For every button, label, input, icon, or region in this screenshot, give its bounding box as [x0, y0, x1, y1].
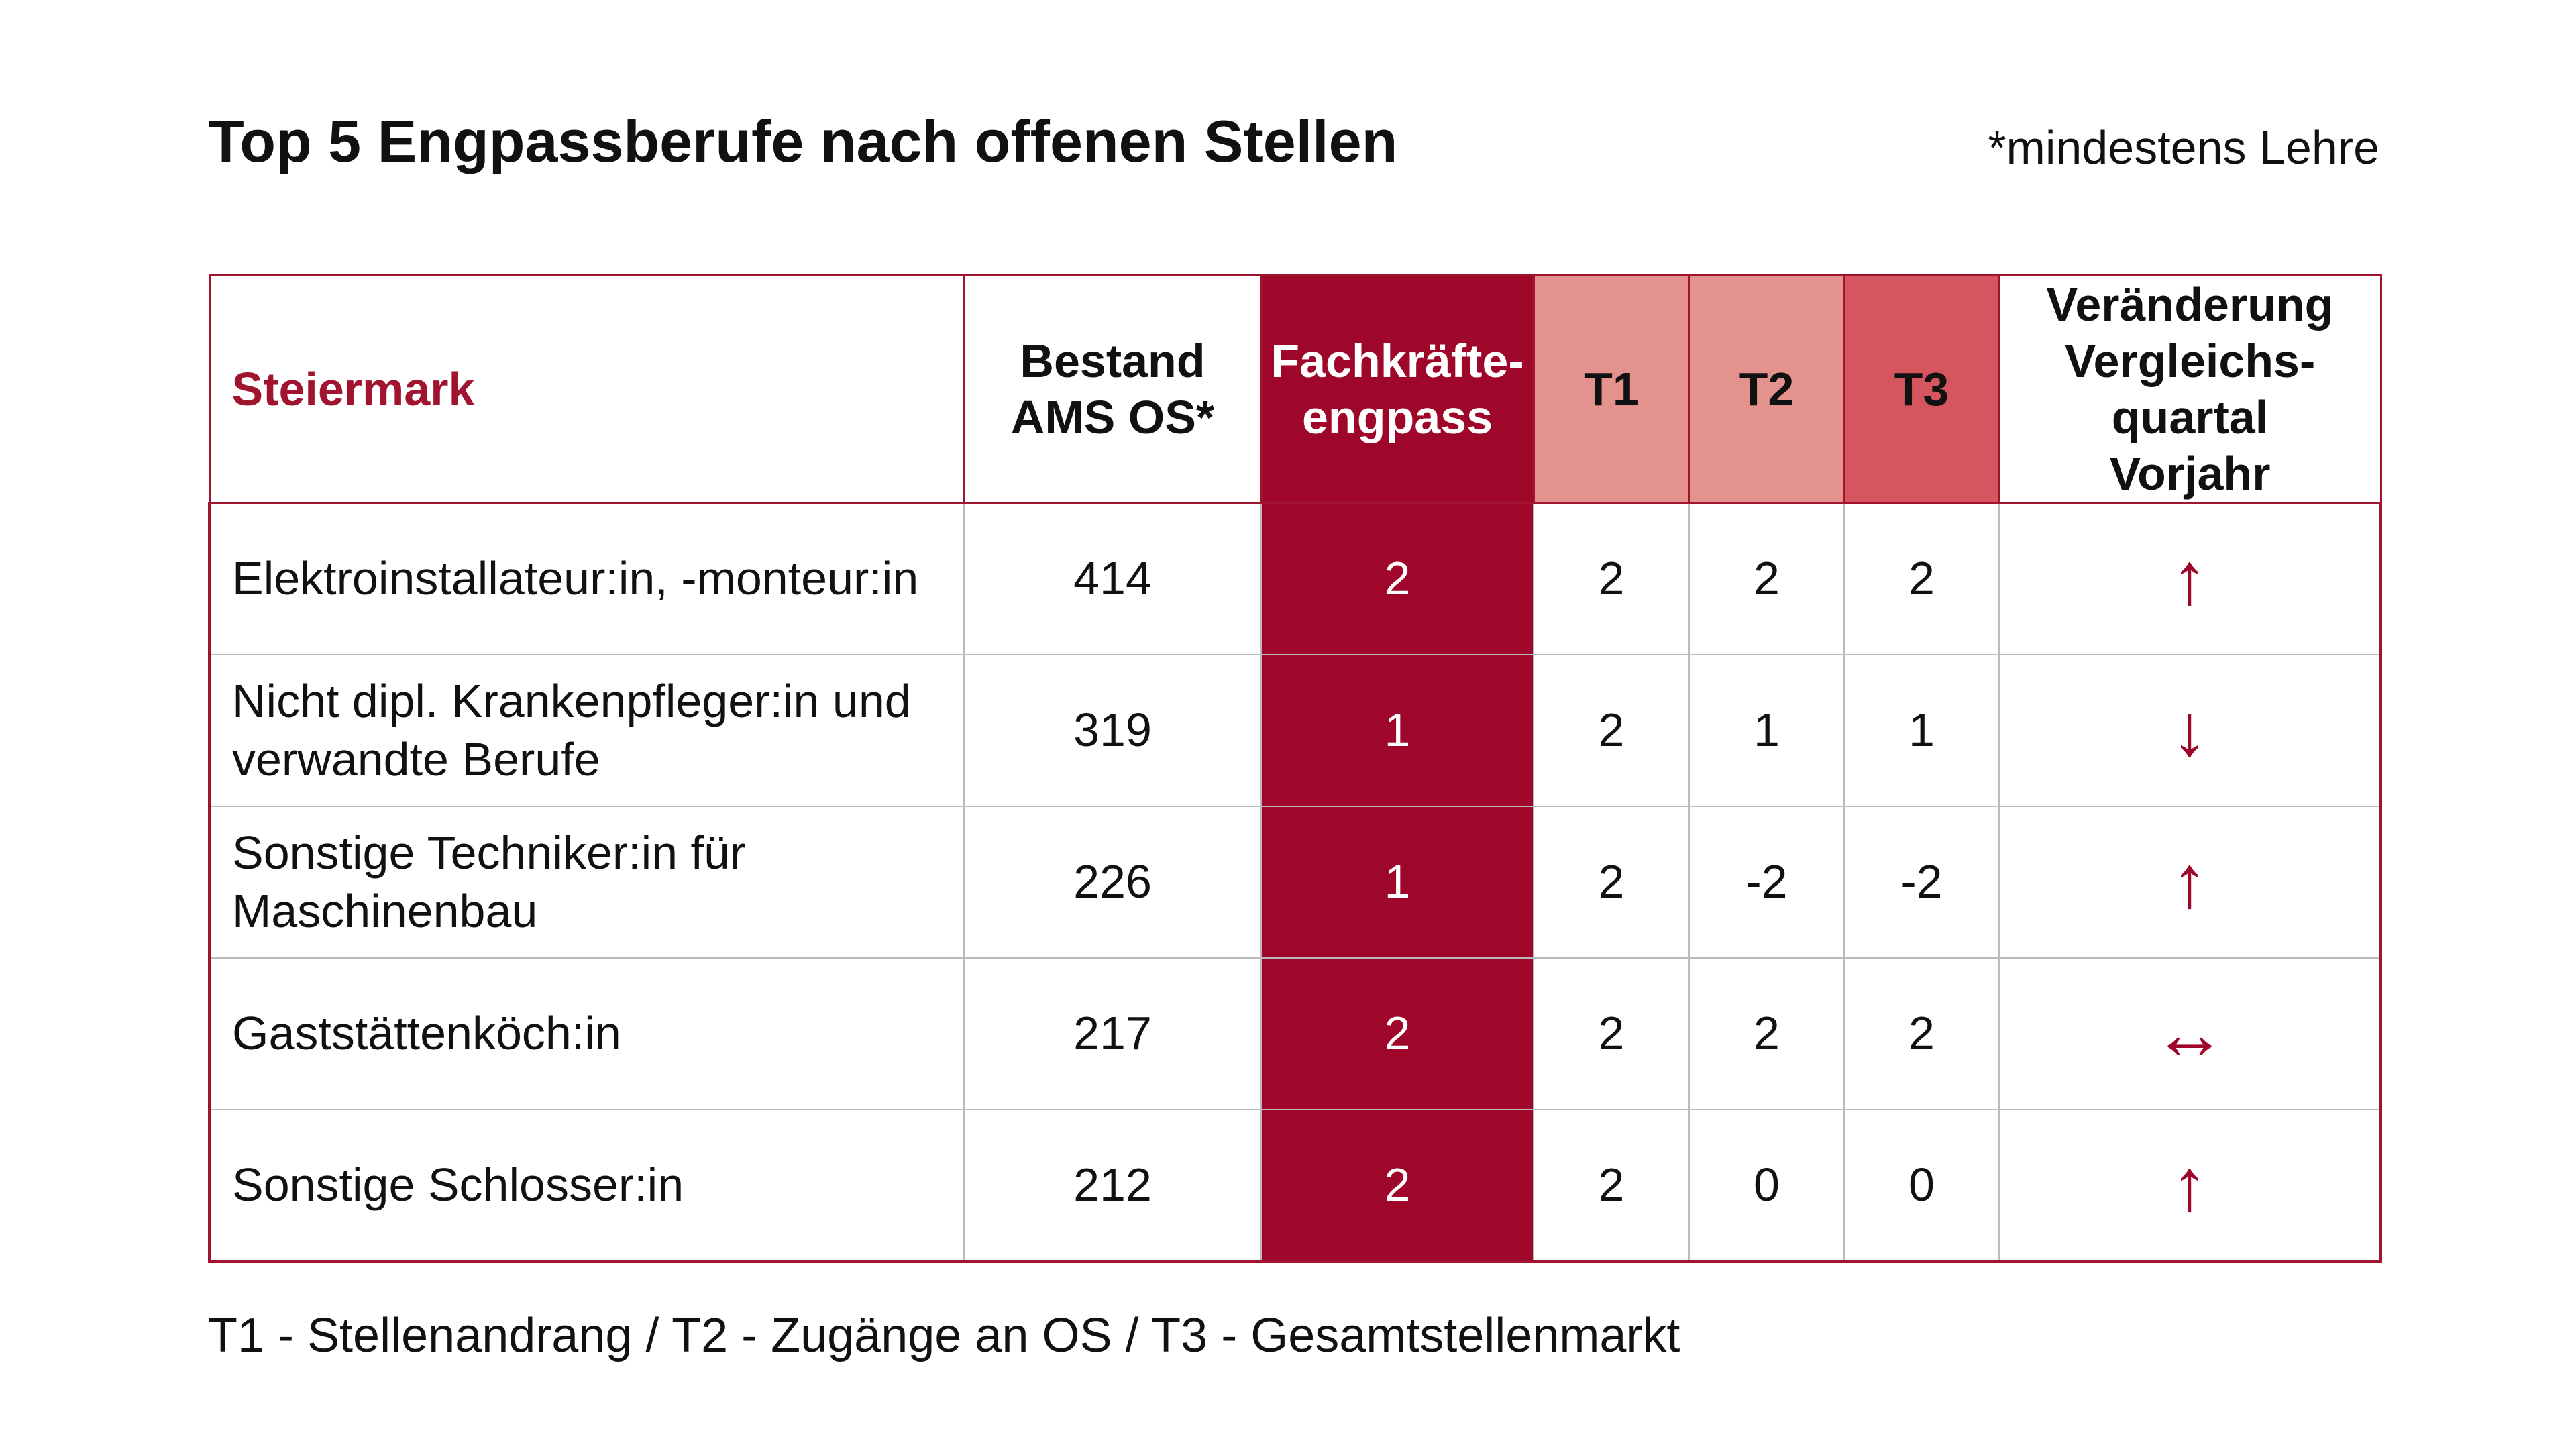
header-t1: T1: [1532, 274, 1690, 504]
t2-cell: 0: [1688, 1109, 1845, 1263]
bestand-cell: 212: [963, 1109, 1262, 1263]
t2-cell: 2: [1688, 502, 1845, 655]
fachkraefteengpass-cell: 1: [1260, 806, 1534, 959]
t2-cell: 2: [1688, 957, 1845, 1110]
occupation-cell: Sonstige Techniker:in für Maschinenbau: [208, 806, 965, 959]
t3-cell: 0: [1843, 1109, 2000, 1263]
t2-cell: -2: [1688, 806, 1845, 959]
fachkraefteengpass-cell: 1: [1260, 654, 1534, 807]
header-region: Steiermark: [208, 274, 965, 504]
occupation-cell: Sonstige Schlosser:in: [208, 1109, 965, 1263]
page-title: Top 5 Engpassberufe nach offenen Stellen: [208, 108, 1398, 174]
header-t2: T2: [1688, 274, 1845, 504]
bestand-cell: 217: [963, 957, 1262, 1110]
table-row: Elektroinstallateur:in, -monteur:in 414 2 2…: [208, 502, 2382, 655]
table-row: Sonstige Techniker:in für Maschinenbau 22…: [208, 806, 2382, 959]
legend-footnote: T1 - Stellenandrang / T2 - Zugänge an OS…: [208, 1309, 1680, 1362]
arrow-down-icon: ↓: [1998, 654, 2382, 807]
table-row: Sonstige Schlosser:in 212 2 2 0 0 ↑: [208, 1109, 2382, 1263]
occupation-cell: Gaststättenköch:in: [208, 957, 965, 1110]
fachkraefteengpass-cell: 2: [1260, 1109, 1534, 1263]
qualification-note: *mindestens Lehre: [1988, 121, 2379, 174]
t3-cell: -2: [1843, 806, 2000, 959]
arrow-left-right-icon: ↔: [1998, 957, 2382, 1110]
table-row: Nicht dipl. Krankenpfleger:in und verwan…: [208, 654, 2382, 807]
occupation-cell: Elektroinstallateur:in, -monteur:in: [208, 502, 965, 655]
t1-cell: 2: [1533, 502, 1690, 655]
t1-cell: 2: [1533, 806, 1690, 959]
bestand-cell: 319: [963, 654, 1262, 807]
bestand-cell: 226: [963, 806, 1262, 959]
fachkraefteengpass-cell: 2: [1260, 957, 1534, 1110]
t3-cell: 2: [1843, 957, 2000, 1110]
arrow-up-icon: ↑: [1998, 806, 2382, 959]
header-t3: T3: [1843, 274, 2000, 504]
header-bestand: Bestand AMS OS*: [963, 274, 1263, 504]
t2-cell: 1: [1688, 654, 1845, 807]
t1-cell: 2: [1533, 957, 1690, 1110]
t1-cell: 2: [1533, 1109, 1690, 1263]
fachkraefteengpass-cell: 2: [1260, 502, 1534, 655]
arrow-up-icon: ↑: [1998, 1109, 2382, 1263]
occupation-cell: Nicht dipl. Krankenpfleger:in und verwan…: [208, 654, 965, 807]
table-row: Gaststättenköch:in 217 2 2 2 2 ↔: [208, 957, 2382, 1110]
arrow-up-icon: ↑: [1998, 502, 2382, 655]
header-veraenderung: Veränderung Vergleichs-quartal Vorjahr: [1998, 274, 2382, 504]
header-fachkraefteengpass: Fachkräfte-engpass: [1260, 274, 1535, 504]
t1-cell: 2: [1533, 654, 1690, 807]
bottleneck-table: Steiermark Bestand AMS OS* Fachkräfte-en…: [208, 274, 2382, 1263]
t3-cell: 1: [1843, 654, 2000, 807]
t3-cell: 2: [1843, 502, 2000, 655]
bestand-cell: 414: [963, 502, 1262, 655]
